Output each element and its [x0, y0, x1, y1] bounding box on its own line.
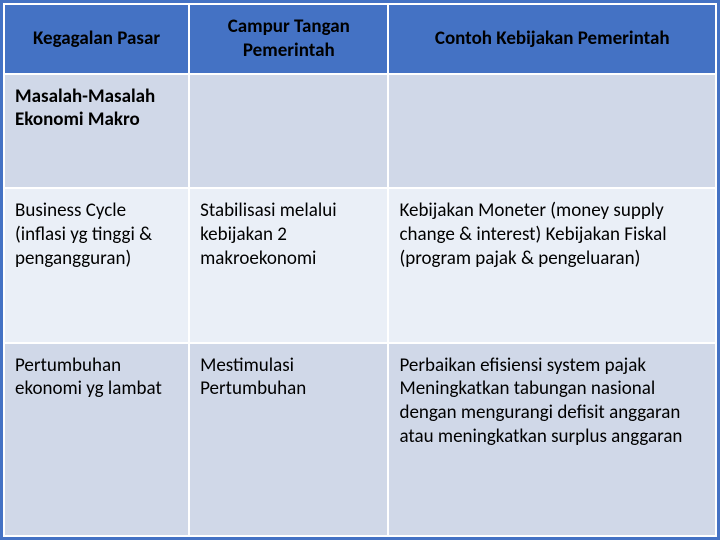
table-row: Pertumbuhan ekonomi yg lambat Mestimulas…	[4, 343, 716, 536]
subheader-col3	[388, 74, 716, 189]
cell-r2-c3: Perbaikan efisiensi system pajakMeningka…	[388, 343, 716, 536]
cell-r2-c2: Mestimulasi Pertumbuhan	[189, 343, 388, 536]
table-row: Business Cycle (inflasi yg tinggi & peng…	[4, 188, 716, 342]
cell-r1-c2: Stabilisasi melalui kebijakan 2 makroeko…	[189, 188, 388, 342]
subheader-col2	[189, 74, 388, 189]
cell-r2-c1: Pertumbuhan ekonomi yg lambat	[4, 343, 189, 536]
table-subheader-row: Masalah-Masalah Ekonomi Makro	[4, 74, 716, 189]
header-col1: Kegagalan Pasar	[4, 4, 189, 74]
subheader-col1: Masalah-Masalah Ekonomi Makro	[4, 74, 189, 189]
cell-r1-c1: Business Cycle (inflasi yg tinggi & peng…	[4, 188, 189, 342]
header-col3: Contoh Kebijakan Pemerintah	[388, 4, 716, 74]
cell-r1-c3: Kebijakan Moneter (money supply change &…	[388, 188, 716, 342]
header-col2: Campur Tangan Pemerintah	[189, 4, 388, 74]
table-header-row: Kegagalan Pasar Campur Tangan Pemerintah…	[4, 4, 716, 74]
economics-table: Kegagalan Pasar Campur Tangan Pemerintah…	[3, 3, 717, 537]
economics-table-container: Kegagalan Pasar Campur Tangan Pemerintah…	[0, 0, 720, 540]
